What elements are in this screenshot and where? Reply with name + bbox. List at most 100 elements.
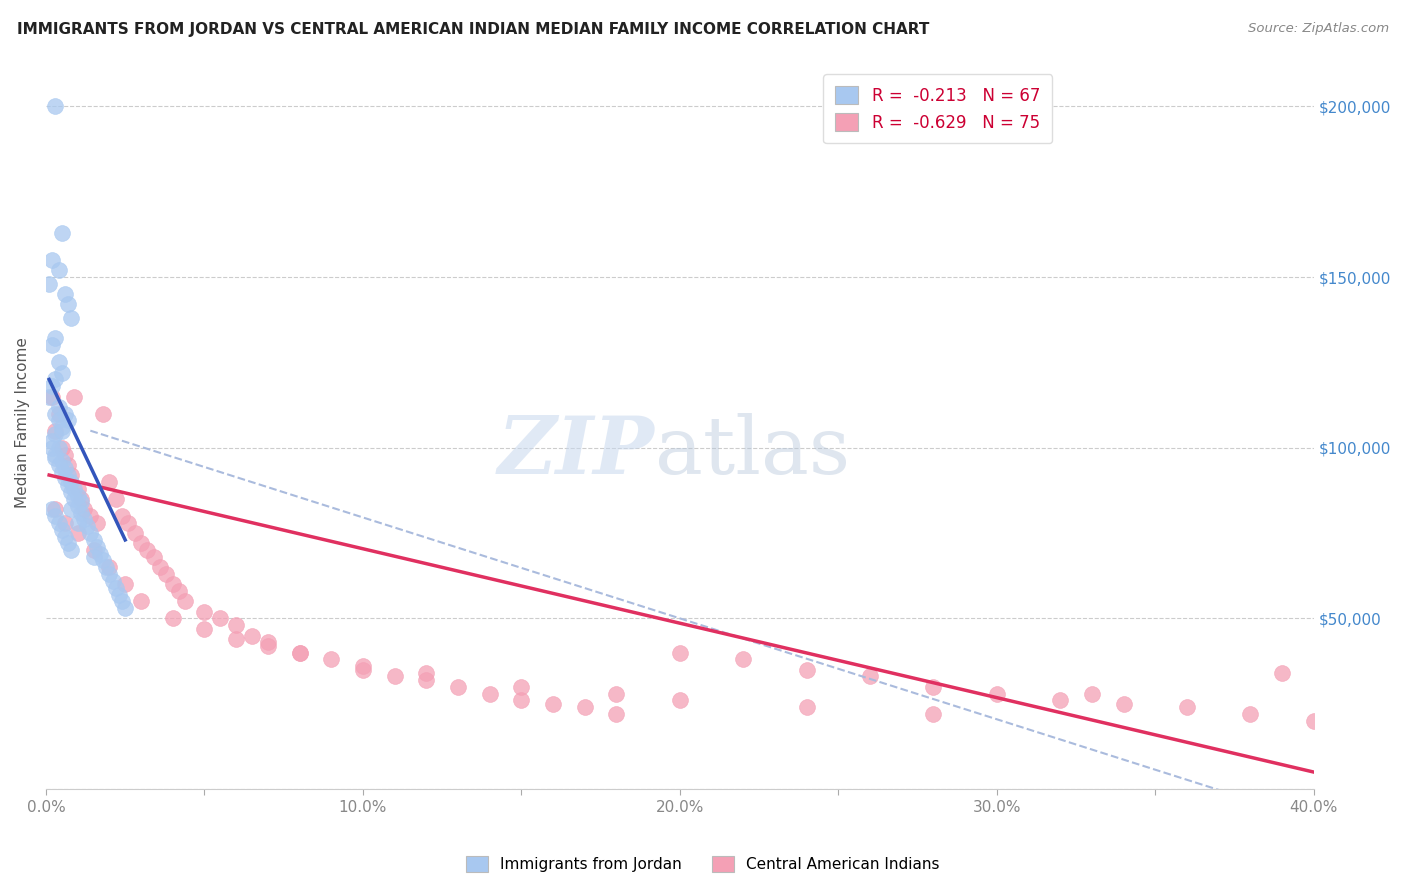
Point xyxy=(48,355,70,369)
Point xyxy=(73,502,96,516)
Point xyxy=(60,543,83,558)
Point xyxy=(98,567,121,582)
Point xyxy=(48,413,70,427)
Point xyxy=(510,693,533,707)
Point xyxy=(53,287,76,301)
Point xyxy=(66,482,89,496)
Text: ZIP: ZIP xyxy=(498,413,655,491)
Point xyxy=(56,297,79,311)
Point xyxy=(167,584,190,599)
Point xyxy=(38,390,60,404)
Point xyxy=(76,519,98,533)
Point xyxy=(51,226,73,240)
Point xyxy=(83,533,105,547)
Point xyxy=(79,526,101,541)
Point xyxy=(155,567,177,582)
Point xyxy=(1302,714,1324,728)
Point xyxy=(63,390,86,404)
Point xyxy=(51,465,73,479)
Point xyxy=(114,601,136,615)
Point xyxy=(48,263,70,277)
Point xyxy=(44,427,66,442)
Point xyxy=(44,99,66,113)
Point xyxy=(41,502,63,516)
Point xyxy=(66,489,89,503)
Point xyxy=(447,680,470,694)
Point xyxy=(256,635,278,649)
Point xyxy=(56,536,79,550)
Legend: Immigrants from Jordan, Central American Indians: Immigrants from Jordan, Central American… xyxy=(458,848,948,880)
Point xyxy=(352,663,374,677)
Point xyxy=(605,687,627,701)
Point xyxy=(53,448,76,462)
Point xyxy=(162,577,184,591)
Point xyxy=(162,611,184,625)
Point xyxy=(48,407,70,421)
Point xyxy=(56,458,79,472)
Point xyxy=(56,468,79,483)
Point xyxy=(96,560,118,574)
Point xyxy=(89,547,111,561)
Point xyxy=(60,502,83,516)
Point xyxy=(415,666,437,681)
Point xyxy=(63,491,86,506)
Point xyxy=(478,687,501,701)
Point xyxy=(142,549,165,564)
Point xyxy=(209,611,232,625)
Point xyxy=(86,516,108,530)
Point xyxy=(48,516,70,530)
Y-axis label: Median Family Income: Median Family Income xyxy=(15,336,30,508)
Point xyxy=(986,687,1008,701)
Point xyxy=(56,478,79,492)
Point xyxy=(111,594,134,608)
Point xyxy=(129,536,152,550)
Point xyxy=(321,652,343,666)
Point xyxy=(174,594,197,608)
Point xyxy=(69,495,91,509)
Point xyxy=(193,622,215,636)
Point xyxy=(60,311,83,326)
Point xyxy=(51,523,73,537)
Text: Source: ZipAtlas.com: Source: ZipAtlas.com xyxy=(1249,22,1389,36)
Point xyxy=(352,659,374,673)
Point xyxy=(129,594,152,608)
Point xyxy=(796,700,818,714)
Point xyxy=(44,450,66,465)
Point xyxy=(69,491,91,506)
Point xyxy=(225,618,247,632)
Point xyxy=(117,516,139,530)
Point xyxy=(60,485,83,500)
Point xyxy=(1112,697,1135,711)
Point xyxy=(53,407,76,421)
Point xyxy=(56,413,79,427)
Point xyxy=(104,491,127,506)
Point xyxy=(53,461,76,475)
Point xyxy=(1175,700,1198,714)
Point xyxy=(63,482,86,496)
Point xyxy=(53,516,76,530)
Point xyxy=(51,441,73,455)
Point xyxy=(53,529,76,543)
Point xyxy=(384,669,406,683)
Point xyxy=(41,338,63,352)
Point xyxy=(48,400,70,414)
Point xyxy=(48,458,70,472)
Legend: R =  -0.213   N = 67, R =  -0.629   N = 75: R = -0.213 N = 67, R = -0.629 N = 75 xyxy=(824,75,1052,144)
Point xyxy=(66,499,89,513)
Point xyxy=(1049,693,1071,707)
Point xyxy=(60,468,83,483)
Point xyxy=(669,646,692,660)
Point xyxy=(66,526,89,541)
Point xyxy=(73,512,96,526)
Point xyxy=(44,509,66,524)
Point xyxy=(733,652,755,666)
Point xyxy=(510,680,533,694)
Point xyxy=(51,420,73,434)
Point xyxy=(53,471,76,485)
Point xyxy=(1271,666,1294,681)
Point xyxy=(1239,706,1261,721)
Point xyxy=(240,628,263,642)
Point xyxy=(796,663,818,677)
Point xyxy=(136,543,159,558)
Point xyxy=(41,390,63,404)
